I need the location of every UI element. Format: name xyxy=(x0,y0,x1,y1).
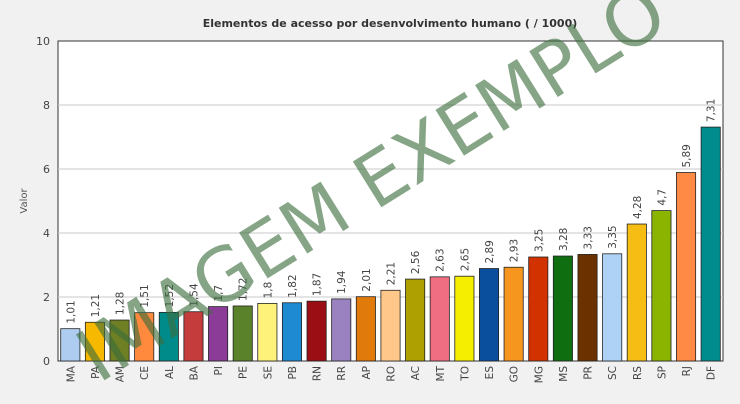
value-label: 1,21 xyxy=(90,294,102,317)
bar-ma xyxy=(60,328,81,362)
x-tick-label: GO xyxy=(509,366,521,382)
value-labels: 1,01 1,21 1,28 1,51 1,52 1,54 1,7 1,72 1,8 1,82 1,… xyxy=(65,99,717,324)
x-tick-label: RO xyxy=(386,366,398,382)
x-tick-label: MT xyxy=(435,365,447,381)
bar-ap xyxy=(355,296,376,362)
x-tick-label: RN xyxy=(312,366,324,381)
value-label: 3,25 xyxy=(533,229,545,252)
value-label: 4,28 xyxy=(632,196,644,219)
x-axis-ticks: MA PA AM CE AL BA PI PE SE PB RN RR AP RO AC MT TO ES GO MG… xyxy=(65,365,717,383)
x-tick-label: AC xyxy=(410,366,422,380)
bar-rs xyxy=(626,223,647,362)
bar-am xyxy=(109,319,130,362)
bar-se xyxy=(257,302,278,362)
bar-rn xyxy=(306,300,327,362)
bar-pa xyxy=(84,321,105,362)
bar-sc xyxy=(602,253,623,362)
value-label: 2,21 xyxy=(386,262,398,285)
x-tick-label: MA xyxy=(65,365,77,382)
x-tick-label: SE xyxy=(262,366,274,379)
chart-title: Elementos de acesso por desenvolvimento … xyxy=(203,17,578,30)
bar-to xyxy=(454,275,475,362)
x-tick-label: PB xyxy=(287,366,299,380)
x-tick-label: RS xyxy=(632,366,644,380)
value-label: 4,7 xyxy=(656,189,668,206)
value-label: 2,65 xyxy=(459,248,471,271)
y-tick-label: 8 xyxy=(43,99,50,112)
y-tick-label: 4 xyxy=(43,227,50,240)
x-tick-label: PA xyxy=(90,365,102,379)
bar-rj xyxy=(676,172,697,362)
x-tick-label: PE xyxy=(238,366,250,379)
bar-pb xyxy=(281,302,302,362)
value-label: 1,72 xyxy=(238,278,250,301)
x-tick-label: AL xyxy=(164,366,176,379)
bar-ms xyxy=(552,255,573,362)
bar-rr xyxy=(331,298,352,362)
bar-pi xyxy=(208,306,229,362)
x-tick-label: AM xyxy=(115,366,127,382)
value-label: 1,54 xyxy=(188,283,200,307)
value-label: 1,7 xyxy=(213,285,225,302)
bar-ro xyxy=(380,289,401,362)
bar-sp xyxy=(651,210,672,362)
bar-ac xyxy=(405,278,426,362)
x-tick-label: PR xyxy=(583,366,595,380)
bar-df xyxy=(700,126,721,362)
x-tick-label: MS xyxy=(558,366,570,382)
x-tick-label: TO xyxy=(459,366,471,382)
value-label: 5,89 xyxy=(681,144,693,167)
value-label: 2,01 xyxy=(361,268,373,291)
value-label: 3,28 xyxy=(558,228,570,251)
y-tick-label: 6 xyxy=(43,163,50,176)
value-label: 1,82 xyxy=(287,274,299,297)
y-tick-label: 10 xyxy=(36,35,50,48)
y-axis-ticks: 0 2 4 6 8 10 xyxy=(36,35,50,368)
bar-go xyxy=(503,266,524,362)
value-label: 2,89 xyxy=(484,240,496,263)
bar-mt xyxy=(429,276,450,362)
x-tick-label: MG xyxy=(533,366,545,383)
bar-pr xyxy=(577,254,598,362)
x-tick-label: DF xyxy=(706,366,718,380)
value-label: 2,63 xyxy=(435,248,447,271)
y-axis-label: Valor xyxy=(19,188,30,214)
value-label: 1,87 xyxy=(312,273,324,296)
value-label: 1,52 xyxy=(164,284,176,307)
bar-mg xyxy=(528,256,549,362)
y-tick-label: 0 xyxy=(43,355,50,368)
value-label: 2,93 xyxy=(509,239,521,262)
bar-ce xyxy=(134,312,155,362)
bars xyxy=(60,126,721,362)
x-tick-label: SP xyxy=(656,366,668,379)
value-label: 1,01 xyxy=(65,300,77,323)
value-label: 3,33 xyxy=(583,226,595,249)
value-label: 3,35 xyxy=(607,225,619,248)
bar-pe xyxy=(232,305,253,362)
x-tick-label: ES xyxy=(484,366,496,380)
value-label: 1,28 xyxy=(115,292,127,315)
value-label: 1,51 xyxy=(139,284,151,307)
y-tick-label: 2 xyxy=(43,291,50,304)
value-label: 7,31 xyxy=(706,99,718,122)
value-label: 2,56 xyxy=(410,250,422,274)
x-tick-label: RJ xyxy=(681,366,693,376)
bar-ba xyxy=(183,311,204,362)
x-tick-label: BA xyxy=(188,365,200,380)
x-tick-label: CE xyxy=(139,366,151,380)
bar-al xyxy=(158,311,179,362)
x-tick-label: AP xyxy=(361,366,373,380)
x-tick-label: RR xyxy=(336,366,348,381)
value-label: 1,94 xyxy=(336,270,348,294)
value-label: 1,8 xyxy=(262,282,274,299)
x-tick-label: SC xyxy=(607,366,619,380)
x-tick-label: PI xyxy=(213,366,225,375)
bar-es xyxy=(479,268,500,362)
